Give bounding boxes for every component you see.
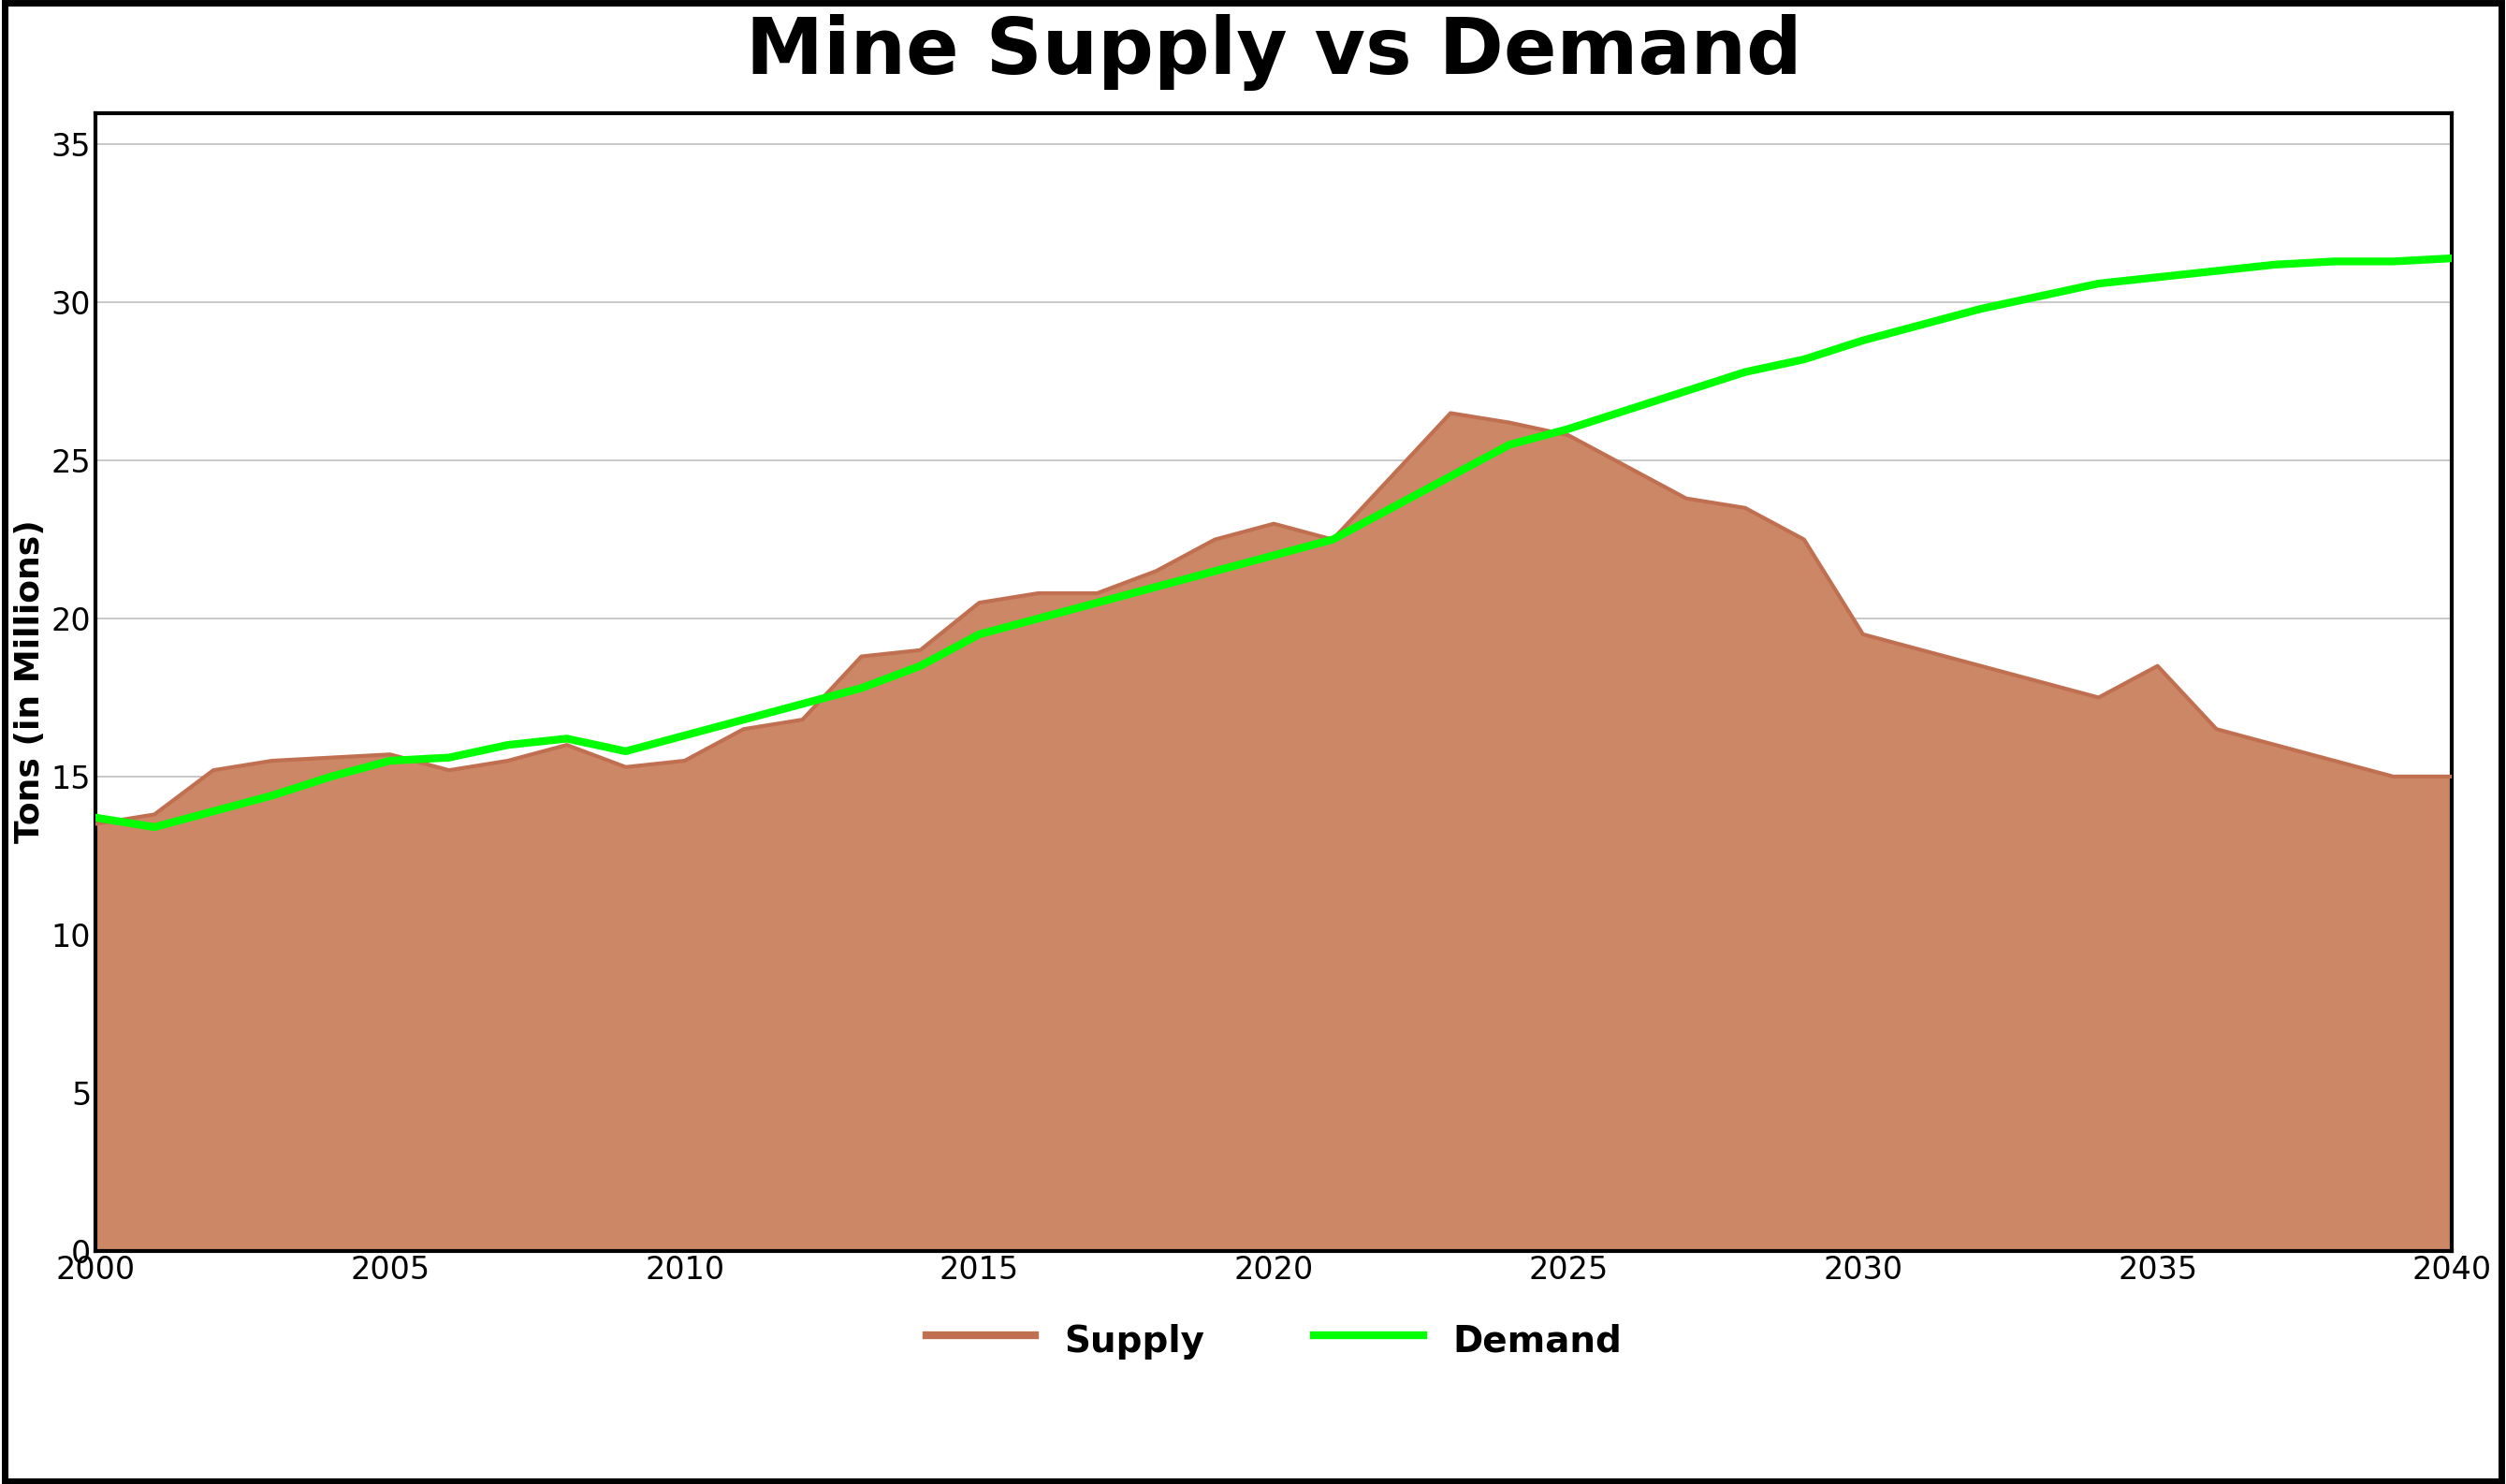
Legend: Supply, Demand: Supply, Demand	[907, 1300, 1639, 1380]
Title: Mine Supply vs Demand: Mine Supply vs Demand	[747, 13, 1802, 91]
Y-axis label: Tons (in Millions): Tons (in Millions)	[15, 519, 45, 843]
